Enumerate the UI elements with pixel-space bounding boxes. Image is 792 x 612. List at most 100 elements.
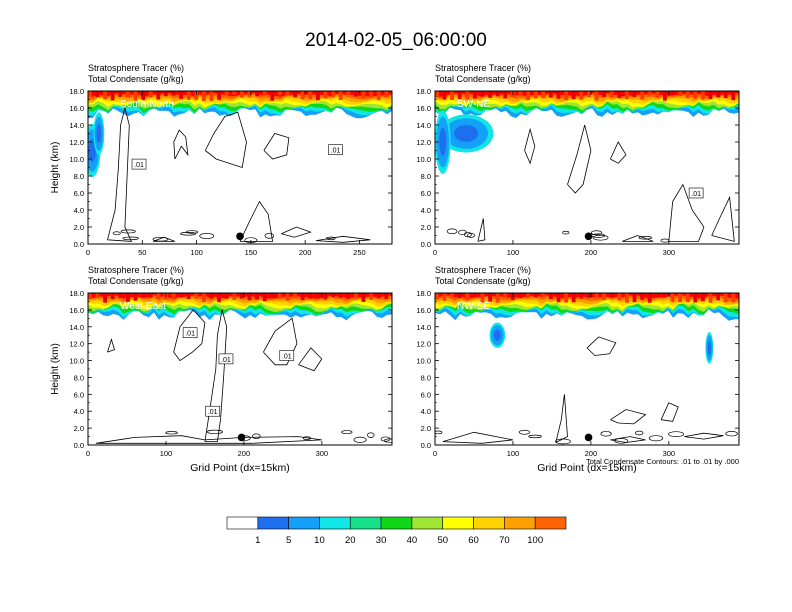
- x-tick-label: 50: [138, 248, 146, 257]
- tracer-streak: [587, 293, 591, 298]
- panel-subtitle: Total Condensate (g/kg): [435, 74, 531, 84]
- colorbar: 1 5 10 20 30 40 50 60 70 100: [226, 516, 567, 546]
- tracer-streak: [224, 293, 229, 299]
- tracer-streak: [148, 91, 153, 98]
- tracer-streak: [338, 293, 343, 298]
- tracer-streak: [594, 91, 599, 101]
- tracer-streak: [133, 91, 138, 101]
- x-tick-label: 100: [507, 248, 520, 257]
- condensate-contour: [120, 229, 136, 234]
- colorbar-cell: [288, 516, 320, 530]
- tracer-streak: [202, 293, 206, 303]
- colorbar-cell: [380, 516, 413, 530]
- condensate-contour: [555, 438, 571, 445]
- panel-title: Stratosphere Tracer (%): [88, 63, 184, 73]
- tracer-streak: [685, 91, 690, 98]
- y-tick-label: 10.0: [416, 357, 431, 366]
- tracer-streak: [640, 293, 644, 300]
- y-tick-label: 12.0: [416, 340, 431, 349]
- tracer-streak: [533, 91, 538, 99]
- location-marker: [237, 433, 246, 442]
- condensate-contour: [524, 127, 536, 165]
- condensate-contour: [610, 141, 627, 164]
- tracer-streak: [609, 293, 614, 298]
- tracer-streak: [701, 91, 705, 100]
- condensate-contour: [264, 232, 275, 239]
- tracer-streak: [473, 293, 477, 298]
- tracer-streak: [270, 91, 275, 101]
- colorbar-label: 5: [286, 535, 291, 546]
- tracer-streak: [285, 91, 290, 96]
- tracer-streak: [435, 293, 439, 300]
- tracer-blob: [439, 127, 447, 157]
- tracer-streak: [488, 91, 492, 98]
- tracer-streak: [164, 91, 168, 97]
- panel-subtitle: Total Condensate (g/kg): [88, 276, 184, 286]
- condensate-contour: [621, 235, 654, 242]
- tracer-streak: [716, 293, 720, 301]
- tracer-streak: [731, 91, 736, 101]
- condensate-contour: [648, 435, 664, 442]
- colorbar-label: 1: [255, 535, 260, 546]
- colorbar-label: 10: [314, 535, 325, 546]
- tracer-streak: [670, 293, 675, 302]
- tracer-streak: [376, 293, 381, 299]
- condensate-contour: [518, 429, 531, 435]
- condensate-contour: [239, 200, 274, 242]
- tracer-blob: [88, 138, 96, 163]
- tracer-streak: [194, 293, 199, 299]
- tracer-streak: [300, 91, 305, 100]
- tracer-streak: [384, 91, 389, 98]
- tracer-streak: [526, 293, 530, 299]
- y-tick-label: 12.0: [416, 138, 431, 147]
- tracer-streak: [731, 293, 736, 303]
- tracer-streak: [308, 293, 313, 299]
- condensate-contour: [435, 430, 443, 435]
- contour-label-box: [218, 353, 234, 365]
- colorbar-label: 20: [345, 535, 356, 546]
- y-tick-label: 14.0: [416, 323, 431, 332]
- tracer-streak: [465, 293, 470, 301]
- y-tick-label: 4.0: [74, 407, 84, 416]
- panel-title: Stratosphere Tracer (%): [88, 265, 184, 275]
- condensate-contour: [634, 430, 644, 436]
- condensate-contour: [252, 433, 261, 440]
- plot-area: NW-SE: [435, 293, 739, 445]
- y-tick-label: 12.0: [69, 138, 84, 147]
- tracer-blob: [454, 125, 479, 142]
- tracer-streak: [541, 91, 546, 99]
- colorbar-cell: [473, 516, 505, 530]
- tracer-streak: [384, 293, 389, 300]
- condensate-contour: [206, 429, 223, 434]
- panel-label: West-East: [120, 301, 166, 312]
- tracer-streak: [518, 293, 523, 298]
- tracer-streak: [262, 293, 267, 302]
- condensate-contour: [173, 129, 189, 160]
- y-tick-label: 6.0: [74, 189, 84, 198]
- tracer-streak: [240, 293, 244, 299]
- tracer-streak: [323, 293, 328, 300]
- x-tick-label: 0: [86, 248, 90, 257]
- condensate-contour: [562, 230, 570, 235]
- x-tick-label: 0: [433, 449, 437, 458]
- y-tick-label: 18.0: [416, 87, 431, 96]
- tracer-blob: [96, 124, 102, 143]
- y-tick-label: 10.0: [416, 155, 431, 164]
- tracer-streak: [473, 91, 477, 99]
- colorbar-label: 40: [407, 535, 418, 546]
- panel-subtitle: Total Condensate (g/kg): [88, 74, 184, 84]
- tracer-streak: [678, 293, 682, 303]
- tracer-streak: [255, 293, 259, 300]
- colorbar-cell: [319, 516, 351, 530]
- panel-south-north: .01 .01 South-North Stratosphere Tracer (%)…: [50, 63, 393, 257]
- y-tick-label: 0.0: [421, 441, 431, 450]
- condensate-contour: [555, 394, 568, 443]
- panel-title: Stratosphere Tracer (%): [435, 265, 531, 275]
- tracer-streak: [632, 293, 637, 303]
- y-tick-label: 8.0: [421, 172, 431, 181]
- y-tick-label: 6.0: [421, 390, 431, 399]
- y-tick-label: 18.0: [69, 87, 84, 96]
- tracer-streak: [480, 91, 485, 97]
- tracer-blob: [707, 340, 712, 355]
- condensate-contour: [122, 236, 139, 241]
